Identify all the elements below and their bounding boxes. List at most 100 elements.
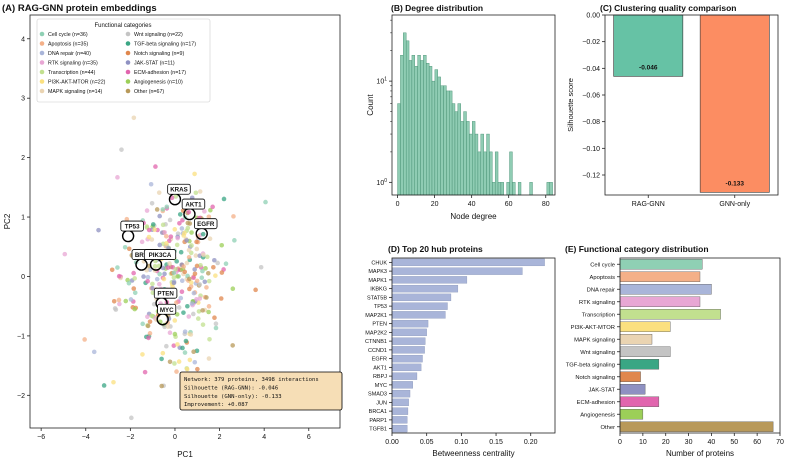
scatter-point [182,269,188,275]
scatter-point [263,199,268,205]
scatter-point [187,286,192,292]
scatter-point [232,238,237,243]
panel-c-y-tick-label: −0.10 [582,146,600,153]
histogram-bar [417,55,421,196]
panel-e-x-tick-label: 10 [639,439,647,446]
panel-a-frame [29,14,341,429]
silhouette-value-label: -0.046 [639,64,658,71]
histogram-bar [546,182,550,196]
scatter-point [160,207,166,212]
hub-label: KRAS [170,187,188,194]
scatter-point [218,296,224,301]
scatter-point [208,207,213,213]
scatter-point [221,196,227,202]
scatter-point [192,171,197,177]
scatter-point [162,324,167,330]
panel-b-ylabel: Count [366,94,375,116]
panel-e-x-tick-label: 40 [708,439,716,446]
scatter-point [146,234,152,240]
scatter-point [199,275,205,280]
scatter-point [168,234,174,239]
scatter-point [215,260,220,266]
hub-label: PIK3CA [149,252,172,259]
scatter-point [172,318,178,323]
silhouette-bar [699,14,770,193]
histogram-bar [466,121,470,196]
hub-bar [391,267,523,275]
panel-d-y-tick-label: IKBKG [370,287,387,293]
scatter-point [188,332,194,337]
hub-bar [391,416,408,424]
scatter-point [160,350,166,356]
histogram-bar [431,80,436,196]
panel-b-x-tick-label: 80 [542,201,550,208]
annotation-line: Improvement: +0.087 [184,402,248,408]
histogram-bar [474,133,479,196]
scatter-point [146,335,151,341]
scatter-point [111,379,116,385]
panel-d-y-tick-label: AKT1 [373,365,387,371]
legend-label: PI3K-AKT-MTOR (n=22) [48,80,106,86]
scatter-point [152,227,157,233]
scatter-point [159,383,164,389]
scatter-point [161,276,167,282]
scatter-point [171,280,177,286]
histogram-bar [414,66,418,196]
scatter-point [145,314,150,320]
histogram-bar [492,182,496,196]
panel-d-y-tick-label: BRCA1 [369,409,387,415]
panel-d-x-tick-label: 0.20 [524,439,538,446]
scatter-point [156,190,162,195]
hub-bar [391,346,425,354]
hub-bar [391,276,468,284]
scatter-point [192,271,198,277]
category-bar [619,396,660,407]
scatter-point [253,287,258,293]
panel-b-x-tick-label: 40 [468,201,476,208]
scatter-point [91,349,97,355]
scatter-point [189,243,194,248]
scatter-point [167,217,173,223]
scatter-point [186,209,192,215]
panel-c-y-tick-label: −0.04 [582,66,600,73]
scatter-point [195,366,200,372]
histogram-bar [397,103,401,196]
scatter-point [200,268,205,274]
scatter-point [206,356,212,361]
panel-d-title: (D) Top 20 hub proteins [388,244,483,254]
legend-marker [39,41,45,46]
scatter-point [131,286,137,291]
panel-b: (B) Degree distribution 0 20 40 60 80 100 101 No… [366,3,556,221]
scatter-point [157,281,162,287]
scatter-point [82,337,87,342]
scatter-point [171,343,177,348]
scatter-point [132,306,138,312]
scatter-point [128,297,134,302]
panel-e-y-tick-label: Notch signaling [575,375,615,381]
scatter-point [182,329,188,334]
histogram-bar [400,55,404,196]
category-bar [619,309,721,320]
scatter-point [200,322,206,327]
scatter-point [175,342,180,347]
scatter-point [181,233,186,238]
panel-d-y-tick-label: MYC [375,383,387,389]
panel-d-x-tick-label: 0.05 [420,439,434,446]
scatter-point [145,323,151,329]
scatter-point [211,264,216,270]
panel-b-frame [391,14,556,196]
scatter-point [152,264,158,269]
histogram-bar [426,63,430,196]
scatter-point [198,262,203,268]
scatter-point [175,235,180,241]
hub-label-box [167,183,191,195]
scatter-point [178,249,184,255]
scatter-point [154,276,160,282]
scatter-point [223,261,229,267]
scatter-point [165,324,171,329]
legend-marker [39,79,45,84]
panel-d-y-tick-label: MAP2K2 [365,330,387,336]
hub-bar [391,293,452,302]
scatter-point [219,270,225,275]
histogram-bar [443,85,447,196]
